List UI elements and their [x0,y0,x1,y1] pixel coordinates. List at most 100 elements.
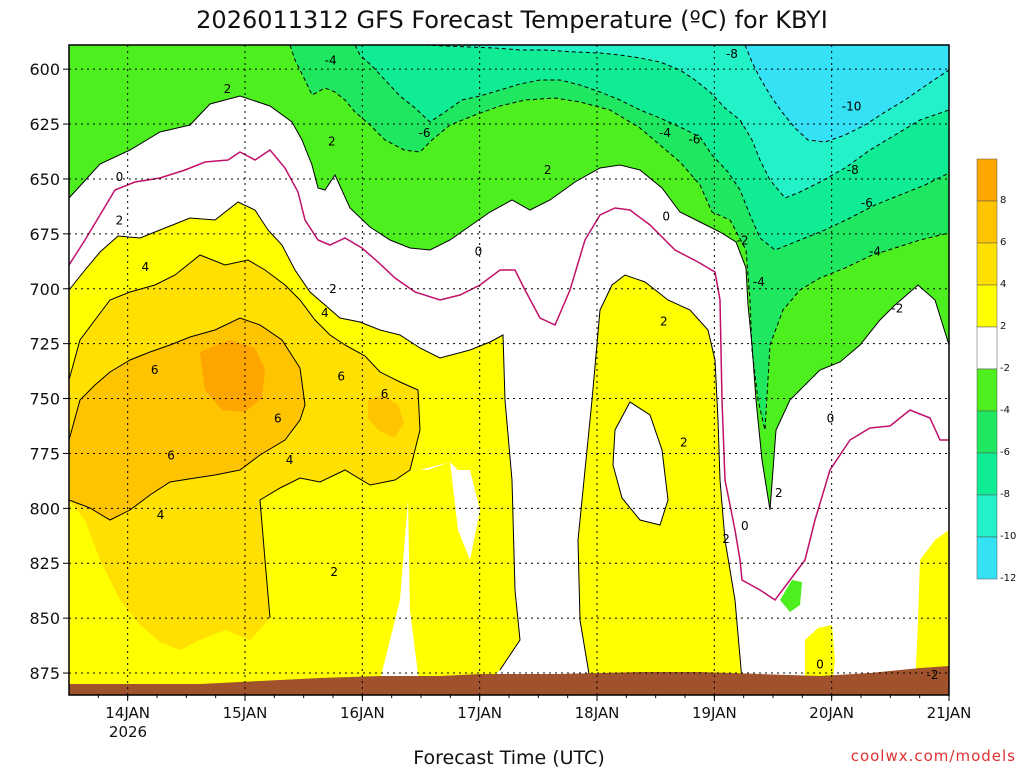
colorbar-swatch [976,242,998,286]
colorbar-label: -12 [1000,573,1016,584]
contour-label: -4 [325,53,337,67]
contour-label: 2 [116,214,124,228]
band-2-patch-a [805,625,835,690]
contour-line-2-east [577,274,743,691]
contour-label: 2 [329,282,337,296]
y-tick-label: 725 [29,335,60,354]
contour-label: -6 [861,196,873,210]
colorbar-label: 2 [1000,321,1006,332]
contour-label: 0 [116,170,124,184]
chart-title: 2026011312 GFS Forecast Temperature (ºC)… [196,6,828,34]
contour-label: 0 [741,519,749,533]
contour-line-minus-2 [69,95,949,511]
y-tick-label: 850 [29,609,60,628]
contour-label: 0 [827,411,835,425]
contour-label: 0 [816,657,824,671]
contour-label: 6 [274,411,282,425]
y-tick-label: 600 [29,60,60,79]
contour-label: -2 [737,233,749,247]
x-tick-label: 19JAN [692,704,737,722]
contour-label: 2 [775,486,783,500]
contour-label: 2 [680,435,688,449]
contour-label: -8 [726,47,738,61]
x-tick-label: 20JAN [809,704,854,722]
y-axis: 600 625 650 675 700 725 750 775 800 825 850 875 [29,60,69,683]
colorbar-label: -8 [1000,489,1010,500]
x-tick-label: 18JAN [575,704,620,722]
contour-labels: 2-42-6-8-4 -6-10-8-6-4-22000-2-4242466664… [116,47,939,682]
contour-label: 2 [224,82,232,96]
y-tick-label: 825 [29,554,60,573]
y-tick-label: 875 [29,664,60,683]
colorbar-label: -10 [1000,531,1016,542]
plot-area [69,45,949,695]
y-tick-label: 625 [29,115,60,134]
contour-label: 2 [328,135,336,149]
contour-label: 2 [544,163,552,177]
colorbar-swatch [976,494,998,538]
colorbar-label: 8 [1000,195,1006,206]
y-tick-label: 750 [29,390,60,409]
colorbar-swatch [976,368,998,412]
credit-text: coolwx.com/models [851,747,1016,765]
colorbar-label: -6 [1000,447,1010,458]
band-6-east [368,395,404,438]
contour-label: -6 [688,132,700,146]
gridlines [69,45,950,695]
y-tick-label: 650 [29,170,60,189]
colorbar-label: -2 [1000,363,1010,374]
contour-label: -2 [891,302,903,316]
y-tick-label: 800 [29,499,60,518]
contour-label: 4 [141,260,149,274]
colorbar-swatch [976,158,998,202]
colorbar-label: 4 [1000,279,1006,290]
contour-label: -10 [842,99,862,113]
x-axis: 14JAN 15JAN 16JAN 17JAN 18JAN 19JAN 20JAN 21JAN [97,695,972,722]
contour-line-6 [69,317,306,521]
band-minus-4-patch [780,580,802,612]
contour-label: 0 [662,209,670,223]
y-tick-label: 675 [29,225,60,244]
contour-line-4 [69,254,421,619]
band-2-patch-b [688,605,720,690]
colorbar-label: 6 [1000,237,1006,248]
x-tick-label: 17JAN [457,704,502,722]
contour-label: -4 [659,126,671,140]
contour-label: 6 [167,449,175,463]
colorbar-label: -4 [1000,405,1010,416]
contour-label: -4 [869,244,881,258]
contour-label: -4 [753,275,765,289]
x-tick-label: 15JAN [223,704,268,722]
contour-label: 2 [660,315,668,329]
contour-line-2-pocket [612,401,669,526]
contour-line-zero-upper [69,149,949,602]
contour-line-minus-6 [354,45,949,251]
contour-label: -8 [847,163,859,177]
contour-label: 6 [151,363,159,377]
colorbar-swatch [976,452,998,496]
colorbar-swatch [976,284,998,328]
contour-label: 4 [157,508,165,522]
colorbar-swatch [976,410,998,454]
colorbar: 8 6 4 2 -2 -4 -6 -8 -10 -12 [976,158,1016,584]
contour-label: -6 [419,126,431,140]
contour-label: 4 [321,306,329,320]
contour-label: 6 [381,387,389,401]
contour-label: 4 [286,453,294,467]
contour-label: 0 [475,244,483,258]
x-tick-label: 14JAN [105,704,150,722]
x-tick-label: 21JAN [927,704,972,722]
contour-label: 2 [330,565,338,579]
colorbar-swatch [976,536,998,580]
cold-pocket [613,402,668,525]
x-tick-year: 2026 [109,723,147,741]
contour-line-minus-8 [424,45,949,199]
contour-line-minus-10 [744,45,949,143]
contour-line-2-west [69,201,521,671]
contour-label: 2 [722,532,730,546]
contour-label: -2 [927,668,939,682]
y-tick-label: 775 [29,444,60,463]
contour-line-minus-4 [289,45,949,431]
band-8 [200,340,265,412]
